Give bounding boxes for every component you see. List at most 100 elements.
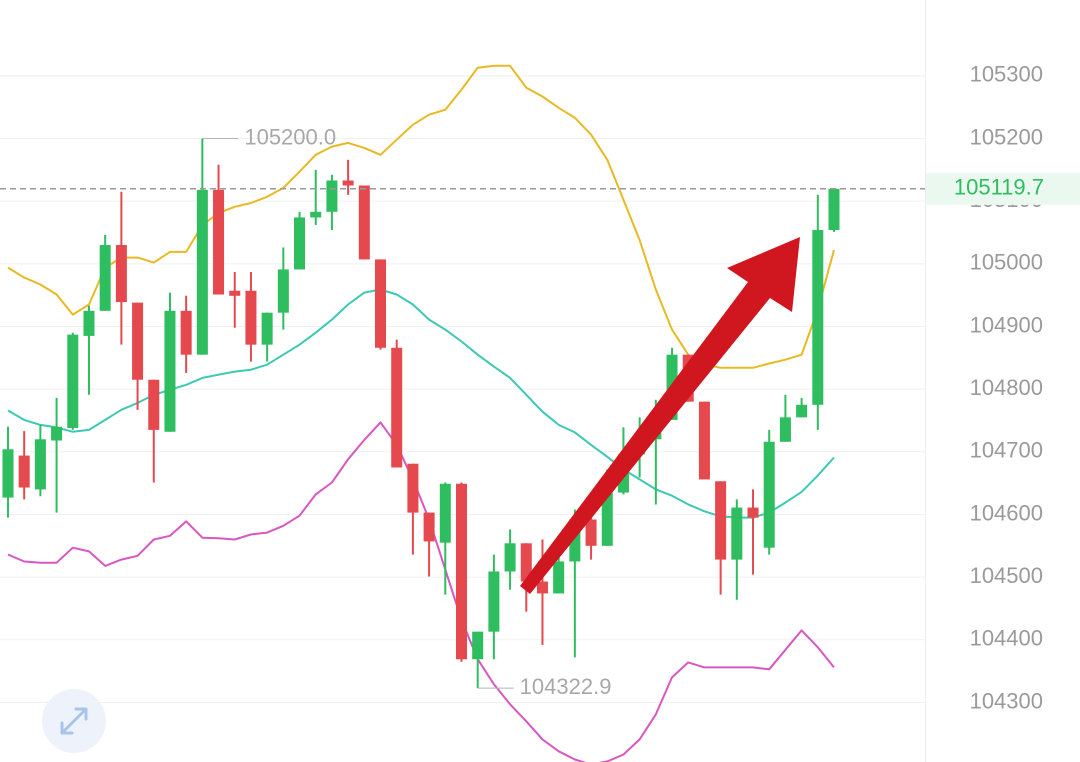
candle-body [277, 269, 289, 313]
band-line [7, 64, 835, 369]
candle-body [698, 401, 710, 480]
expand-icon[interactable] [60, 707, 88, 735]
candle [779, 394, 791, 442]
candle-body [439, 483, 451, 543]
y-tick-label: 104900 [970, 312, 1043, 337]
candle-body [245, 290, 257, 345]
candle [18, 431, 30, 500]
candle-body [423, 512, 435, 542]
candle [51, 397, 63, 513]
candle [358, 185, 370, 260]
candle-body [18, 455, 30, 488]
candle-body [731, 507, 743, 560]
candle [747, 489, 759, 575]
candle-body [358, 185, 370, 260]
candle [342, 159, 354, 195]
candle-body [375, 259, 387, 348]
candle-body [148, 379, 160, 430]
candle [391, 339, 403, 468]
candle-body [115, 245, 127, 303]
candle-body [326, 180, 338, 212]
candle [294, 211, 306, 270]
candle-body [2, 449, 14, 498]
candle [375, 259, 387, 350]
candle-body [342, 180, 354, 186]
candle-body [51, 426, 63, 441]
y-tick-label: 105300 [970, 62, 1043, 87]
candle [83, 305, 95, 395]
y-tick-label: 105200 [970, 124, 1043, 149]
candle-body [520, 543, 532, 582]
candle [504, 529, 516, 590]
candle-body [812, 229, 824, 405]
candle-body [407, 463, 419, 513]
candle-body [763, 441, 775, 548]
candle [213, 164, 225, 295]
candle-body [261, 312, 273, 345]
candle [310, 169, 322, 225]
candle [828, 187, 840, 232]
candle-body [132, 302, 144, 380]
candle [2, 426, 14, 518]
candle-body [553, 561, 565, 594]
candle-body [569, 519, 581, 562]
candle-body [455, 483, 467, 660]
candle-body [180, 310, 192, 355]
candle-body [779, 417, 791, 442]
candle-body [504, 543, 516, 572]
y-tick-label: 105000 [970, 250, 1043, 275]
candle [34, 424, 46, 497]
candle [520, 543, 532, 612]
candle-body [310, 211, 322, 218]
candle [132, 302, 144, 410]
candle-body [196, 189, 208, 355]
bands [7, 64, 835, 762]
candle [488, 554, 500, 660]
candle [115, 191, 127, 345]
candle-body [715, 481, 727, 560]
overlay: 105200.0 104322.9 105119.7 [0, 124, 1080, 699]
candle-body [536, 581, 548, 594]
candle [180, 295, 192, 373]
min-annotation: 104322.9 [520, 674, 612, 699]
candle [812, 194, 824, 430]
candle-body [67, 334, 79, 428]
candle-body [229, 290, 241, 296]
candle-body [164, 310, 176, 432]
candle-body [213, 189, 225, 295]
candle-body [472, 631, 484, 660]
candle-body [34, 439, 46, 490]
candle-body [601, 492, 613, 546]
candle-body [796, 404, 808, 418]
candle [472, 631, 484, 689]
expand-button[interactable] [42, 689, 106, 753]
candle [715, 481, 727, 595]
candle-body [391, 347, 403, 468]
trend-arrow [520, 237, 800, 594]
candle [261, 312, 273, 362]
candle-body [585, 519, 597, 546]
y-tick-label: 104700 [970, 438, 1043, 463]
y-tick-label: 104800 [970, 375, 1043, 400]
candle [99, 234, 111, 311]
candle [763, 429, 775, 555]
candle [455, 482, 467, 662]
band-line [7, 421, 835, 762]
candle [423, 512, 435, 577]
y-tick-label: 104400 [970, 626, 1043, 651]
candle [67, 332, 79, 430]
candle [698, 401, 710, 480]
max-annotation: 105200.0 [244, 124, 336, 149]
candle [164, 292, 176, 432]
last-price-bg [926, 172, 1080, 205]
candle-body [294, 217, 306, 270]
candle [229, 271, 241, 328]
candle-body [828, 188, 840, 230]
candle [796, 397, 808, 418]
candle-body [99, 245, 111, 311]
candles [2, 138, 840, 689]
candle [277, 247, 289, 330]
candle-body [488, 571, 500, 632]
y-tick-label: 104600 [970, 500, 1043, 525]
